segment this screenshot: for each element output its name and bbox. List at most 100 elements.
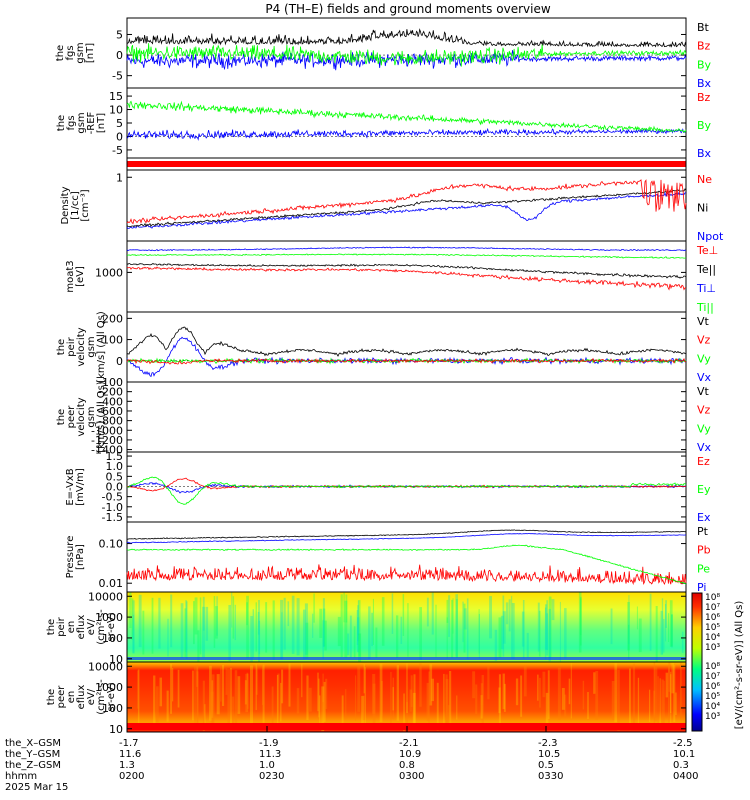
spectrogram-texture xyxy=(280,599,284,660)
spectrogram-texture xyxy=(668,665,670,723)
spectrogram-texture xyxy=(205,606,209,641)
spectrogram-texture xyxy=(322,620,324,659)
spectrogram-texture xyxy=(680,662,682,718)
spectrogram-texture xyxy=(463,603,466,653)
legend-pb: Pb xyxy=(697,544,711,557)
y-tick-label: 1000 xyxy=(95,266,123,279)
y-tick-label: -200 xyxy=(98,386,123,399)
x-value: 10.5 xyxy=(538,749,560,760)
spectrogram-texture xyxy=(670,614,673,647)
spectrogram-texture xyxy=(675,692,677,715)
y-axis-label: [km/s] (All Qs) xyxy=(96,311,107,383)
colorbar-tick: 10⁴ xyxy=(705,633,720,643)
spectrogram-texture xyxy=(345,689,347,720)
y-axis-label: [km/s] (All Qs) xyxy=(96,381,107,453)
spectrogram-texture xyxy=(429,664,433,706)
spectrogram-texture xyxy=(559,601,561,662)
spectrogram-texture xyxy=(489,596,492,639)
colorbar-tick: 10⁶ xyxy=(705,682,720,692)
y-tick-label: 1000 xyxy=(95,611,123,624)
spectrogram-texture xyxy=(381,681,383,717)
spectrogram-texture xyxy=(448,595,451,637)
spectrogram-texture xyxy=(304,603,308,655)
spectrogram-texture xyxy=(255,665,259,695)
spectrogram-texture xyxy=(185,601,188,659)
y-tick-label: -100 xyxy=(98,376,123,389)
spectrogram-texture xyxy=(671,614,673,648)
spectrogram-texture xyxy=(668,662,671,692)
y-tick-label: -0.5 xyxy=(102,491,123,504)
panel-frame xyxy=(126,381,687,453)
y-tick-label: 100 xyxy=(102,702,123,715)
y-tick-label: 15 xyxy=(109,90,123,103)
y-tick-label: 0.10 xyxy=(99,538,124,551)
spectrogram-texture xyxy=(406,702,408,725)
spectrogram-texture xyxy=(409,689,413,712)
spectrogram-texture xyxy=(671,662,675,694)
spectrogram-texture xyxy=(276,675,279,729)
spectrogram-texture xyxy=(363,664,365,694)
spectrogram-texture xyxy=(546,613,548,650)
spectrogram-texture xyxy=(480,683,483,706)
trace-ni xyxy=(126,188,687,228)
spectrogram-texture xyxy=(498,674,501,724)
spectrogram-texture xyxy=(511,603,515,659)
spectrogram-texture xyxy=(356,610,359,645)
spectrogram-texture xyxy=(653,690,656,718)
chart-title: P4 (TH–E) fields and ground moments over… xyxy=(265,2,550,16)
spectrogram-texture xyxy=(551,599,555,621)
y-axis-label: [nT] xyxy=(96,113,107,133)
spectrogram-texture xyxy=(580,598,582,636)
spectrogram-texture xyxy=(578,592,582,653)
trace-pi xyxy=(126,532,687,544)
spectrogram-texture xyxy=(303,609,306,660)
spectrogram-texture xyxy=(167,618,169,657)
spectrogram-texture xyxy=(361,695,364,730)
legend-bt: Bt xyxy=(697,21,710,34)
spectrogram-texture xyxy=(216,674,220,715)
spectrogram-texture xyxy=(353,626,356,658)
y-axis-label: gsm xyxy=(76,112,87,133)
spectrogram-texture xyxy=(362,695,366,720)
y-axis-label: fgs xyxy=(66,115,77,130)
spectrogram-texture xyxy=(170,594,173,648)
spectrogram-texture xyxy=(371,612,373,647)
spectrogram-texture xyxy=(142,610,145,655)
y-axis-label: en xyxy=(66,691,77,704)
spectrogram-texture xyxy=(403,693,405,732)
spectrogram-texture xyxy=(322,673,324,703)
spectrogram-texture xyxy=(308,687,312,712)
spectrogram-texture xyxy=(137,670,140,709)
panel-peer_eflux: 10000 1000 100 10 the peer en eflux eV/(cm²-s-sr… xyxy=(46,660,687,736)
y-tick-label: 1.0 xyxy=(106,460,124,473)
spectrogram-texture xyxy=(197,630,200,662)
spectrogram-texture xyxy=(227,669,230,727)
spectrogram-texture xyxy=(166,690,169,722)
spectrogram-texture xyxy=(455,594,458,657)
spectrogram-texture xyxy=(131,598,134,640)
spectrogram-texture xyxy=(262,664,265,726)
legend-by: By xyxy=(697,58,712,71)
spectrogram-texture xyxy=(661,679,664,727)
spectrogram-texture xyxy=(660,610,663,655)
spectrogram-texture xyxy=(237,676,241,714)
spectrogram-texture xyxy=(291,595,295,654)
spectrogram-texture xyxy=(545,604,548,650)
y-tick-label: -1.5 xyxy=(102,511,123,524)
legend-bx: Bx xyxy=(697,77,712,90)
y-axis-label: [mV/m] xyxy=(75,468,86,506)
spectrogram-texture xyxy=(312,613,314,638)
spectrogram-texture xyxy=(288,663,291,707)
spectrogram-texture xyxy=(358,600,361,657)
spectrogram-texture xyxy=(357,617,360,653)
legend-bx: Bx xyxy=(697,147,712,160)
spectrogram-texture xyxy=(392,687,394,711)
spectrogram-texture xyxy=(245,673,248,713)
x-value: 0300 xyxy=(399,771,424,782)
y-axis-label: E=-VxB xyxy=(65,468,76,505)
spectrogram-texture xyxy=(445,679,449,730)
spectrogram-texture xyxy=(194,665,196,725)
x-value: 0330 xyxy=(538,771,563,782)
